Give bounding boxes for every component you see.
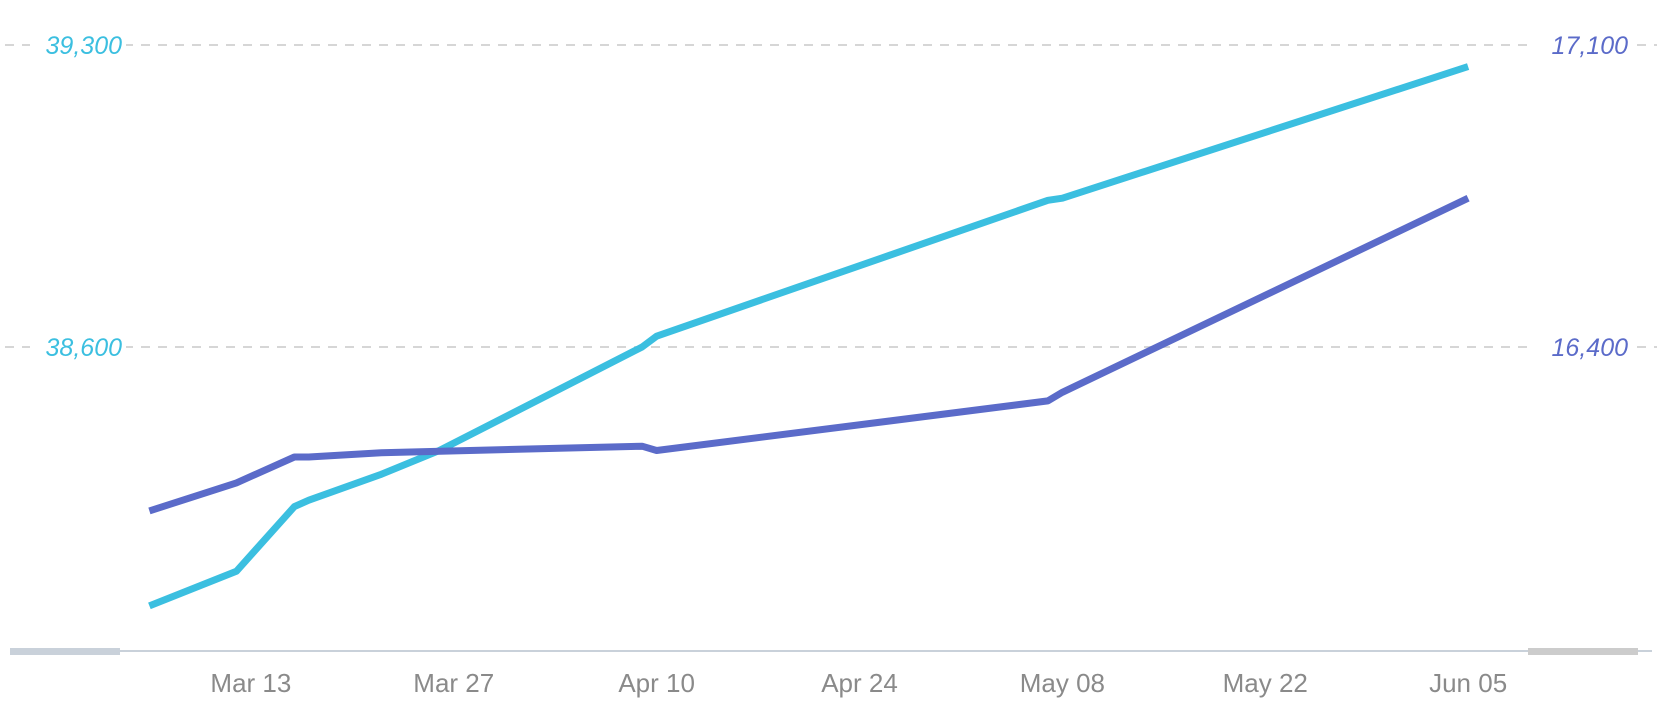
y-right-tick-label: 17,100: [1552, 32, 1629, 60]
y-right-tick-label: 16,400: [1552, 334, 1629, 362]
y-left-tick-label: 38,600: [46, 334, 123, 362]
tick-labels: 39,300 38,600 17,100 16,400 Mar 13 Mar 27 Apr …: [30, 29, 1634, 698]
y-right-tick-bg: [1534, 29, 1634, 61]
x-tick-label: May 22: [1223, 668, 1308, 698]
y-left-tick-bg: [30, 29, 126, 61]
y-left-tick-label: 39,300: [46, 32, 123, 60]
y-right-tick-bg: [1534, 331, 1634, 363]
y-left-tick-bg: [30, 331, 126, 363]
series-lines: [148, 63, 1470, 610]
x-axis: [10, 648, 1652, 655]
x-tick-label: Apr 10: [618, 668, 695, 698]
x-tick-label: Apr 24: [821, 668, 898, 698]
x-tick-label: Mar 13: [210, 668, 291, 698]
series-line-1: [148, 63, 1470, 610]
x-tick-label: Jun 05: [1429, 668, 1507, 698]
grid-lines: [5, 44, 1657, 348]
scrollbar-right-handle[interactable]: [1528, 648, 1638, 655]
series-line-2: [148, 195, 1470, 515]
x-tick-label: Mar 27: [413, 668, 494, 698]
x-tick-label: May 08: [1020, 668, 1105, 698]
scrollbar-left-handle[interactable]: [10, 648, 120, 655]
